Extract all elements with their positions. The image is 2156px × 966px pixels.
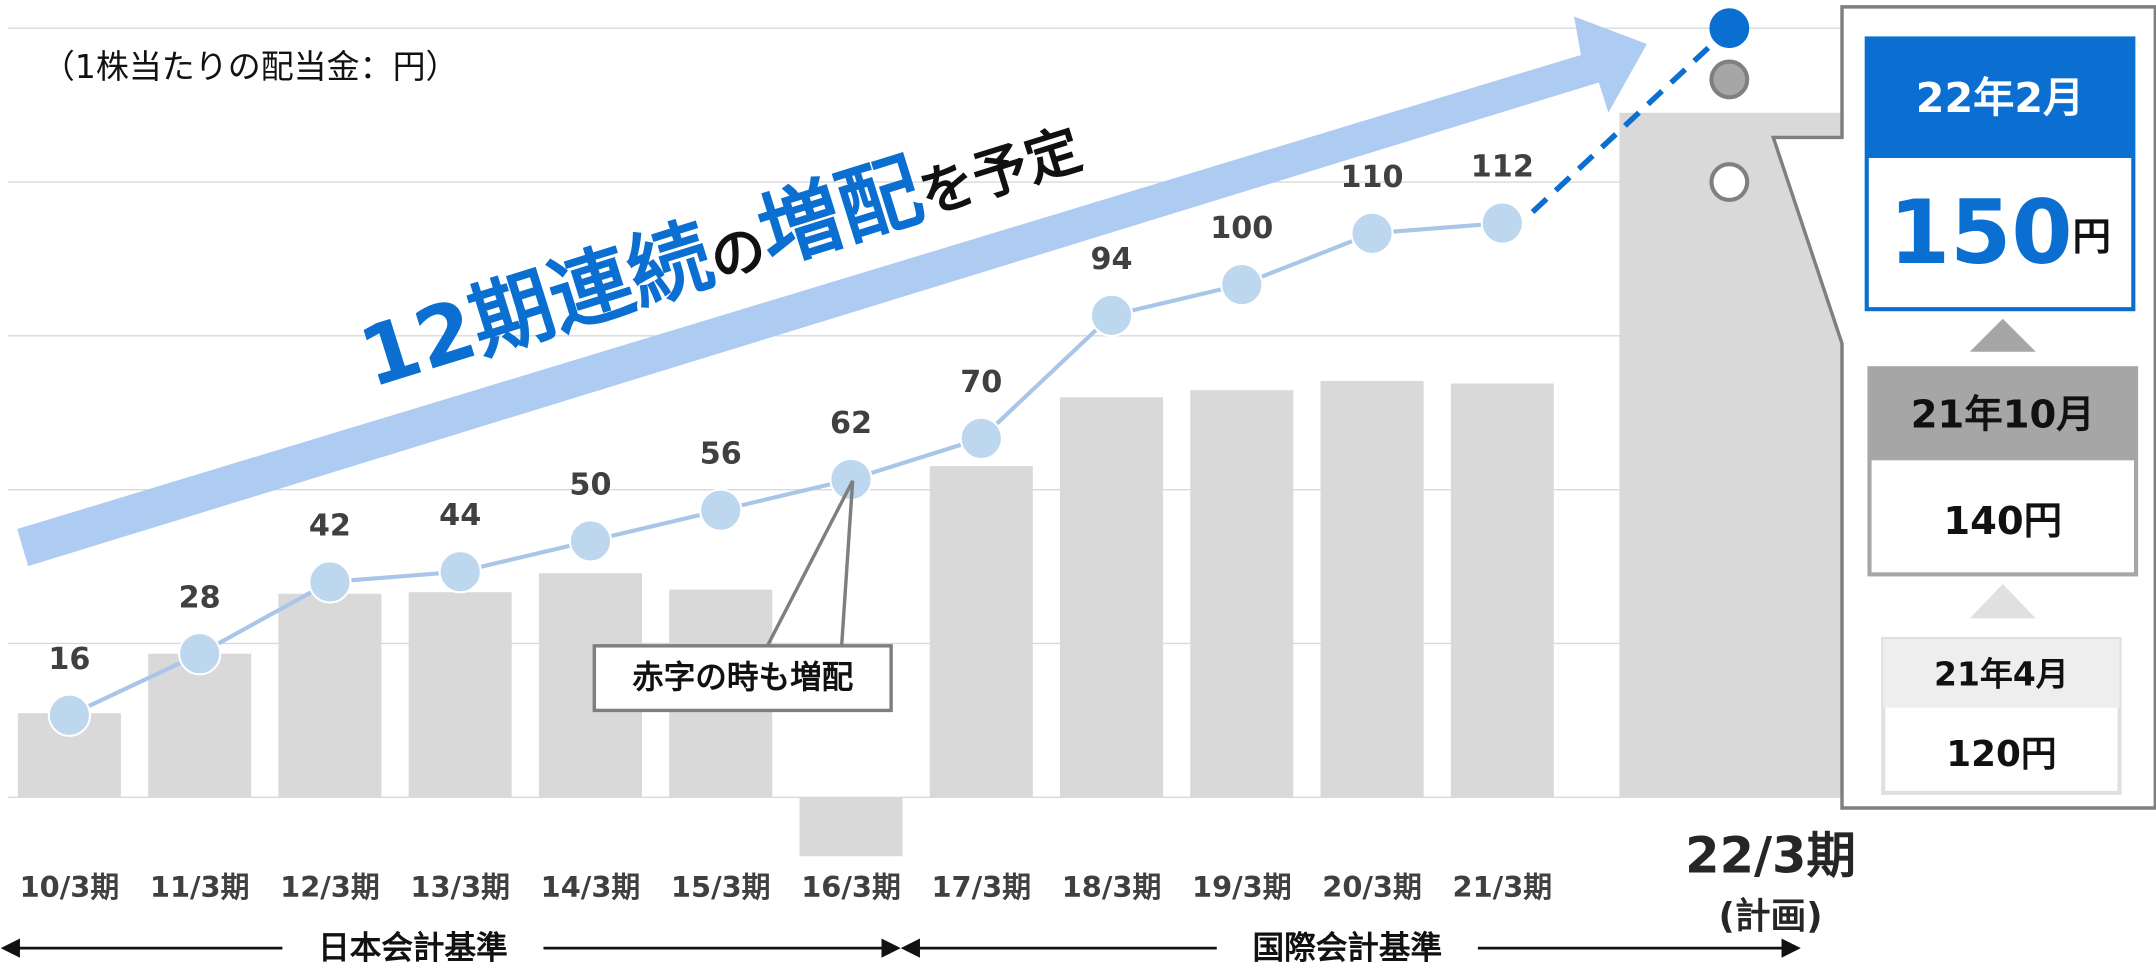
x-tick-label: 10/3期 (20, 870, 120, 904)
label-bg (282, 928, 544, 966)
bar (408, 592, 512, 798)
forecast-unit: 円 (2021, 734, 2057, 775)
forecast-number: 140 (1943, 498, 2023, 543)
dividend-point (438, 550, 482, 594)
standard-label: 日本会計基準 (318, 930, 508, 966)
dividend-point (308, 560, 352, 604)
x-tick-label: 20/3期 (1322, 870, 1422, 904)
dividend-point (1480, 201, 1524, 245)
forecast-date: 22年2月 (1916, 74, 2084, 122)
forecast-value: 120円 (1946, 734, 2056, 775)
dividend-point (699, 488, 743, 532)
dividend-point (1350, 211, 1394, 255)
bar (148, 653, 252, 798)
arrow-head (0, 938, 20, 958)
forecast-date: 21年4月 (1934, 655, 2069, 694)
bar (1320, 380, 1424, 798)
forecast-point (1709, 59, 1750, 100)
plan-label: (計画) (1719, 896, 1823, 937)
dividend-point (178, 632, 222, 676)
x-tick-label: 16/3期 (801, 870, 901, 904)
unit-label: （1株当たりの配当金：円） (42, 47, 459, 86)
bar (799, 797, 903, 857)
forecast-number: 150 (1889, 181, 2073, 284)
forecast-header (1866, 38, 2134, 159)
forecast-value: 140円 (1943, 498, 2062, 543)
dividend-point (1220, 262, 1264, 307)
dividend-line (68, 220, 1503, 718)
label-bg (1216, 928, 1478, 966)
x-tick-label: 18/3期 (1062, 870, 1162, 904)
x-tick-label: 17/3期 (931, 870, 1031, 904)
headline-part: を予定 (912, 117, 1088, 227)
panel-arrow (1969, 318, 2036, 352)
value-label: 94 (1090, 242, 1132, 277)
forecast-date: 21年10月 (1911, 393, 2095, 438)
growth-arrow (17, 16, 1647, 567)
dividend-point (1089, 293, 1134, 337)
x-tick-label: 19/3期 (1192, 870, 1292, 904)
value-label: 112 (1471, 150, 1534, 185)
forecast-value: 150円 (1889, 181, 2111, 284)
value-label: 16 (48, 642, 90, 677)
forecast-point (1709, 8, 1750, 49)
x-tick-label: 12/3期 (280, 870, 380, 904)
arrow-head (881, 938, 901, 958)
forecast-unit: 円 (2024, 498, 2062, 543)
bar (1059, 397, 1164, 798)
x-tick-label: 15/3期 (671, 870, 771, 904)
dividend-point (568, 519, 613, 563)
panel-arrow (1969, 583, 2036, 619)
bar (929, 466, 1033, 798)
value-label: 110 (1341, 160, 1404, 195)
standard-label: 国際会計基準 (1253, 930, 1443, 966)
forecast-number: 120 (1946, 734, 2021, 775)
arrow-head (900, 938, 920, 958)
forecast-header (1869, 368, 2137, 461)
dividend-point (47, 693, 92, 737)
callout-box (592, 644, 893, 713)
x-tick-label: 21/3期 (1453, 870, 1553, 904)
forecast-dash (1530, 26, 1732, 215)
value-label: 56 (700, 437, 742, 472)
value-label: 62 (830, 406, 872, 441)
forecast-unit: 円 (2073, 215, 2111, 260)
x-tick-label: 11/3期 (150, 870, 250, 904)
callout-pointer (765, 480, 855, 647)
forecast-header (1883, 638, 2120, 708)
bar (278, 593, 382, 798)
bar (1190, 390, 1294, 798)
value-label: 100 (1210, 211, 1273, 246)
bar (1450, 383, 1554, 798)
callout-text: 赤字の時も増配 (632, 659, 854, 696)
value-label: 50 (569, 467, 611, 502)
x-tick-label: 14/3期 (541, 870, 641, 904)
value-label: 28 (179, 580, 221, 615)
forecast-point (1709, 162, 1750, 202)
arrow-head (1781, 938, 1801, 958)
x-tick-label: 13/3期 (410, 870, 510, 904)
dividend-point (959, 416, 1003, 461)
value-label: 42 (309, 508, 351, 543)
x-tick-label: 22/3期 (1685, 826, 1856, 884)
value-label: 70 (960, 365, 1002, 400)
value-label: 44 (439, 498, 481, 533)
